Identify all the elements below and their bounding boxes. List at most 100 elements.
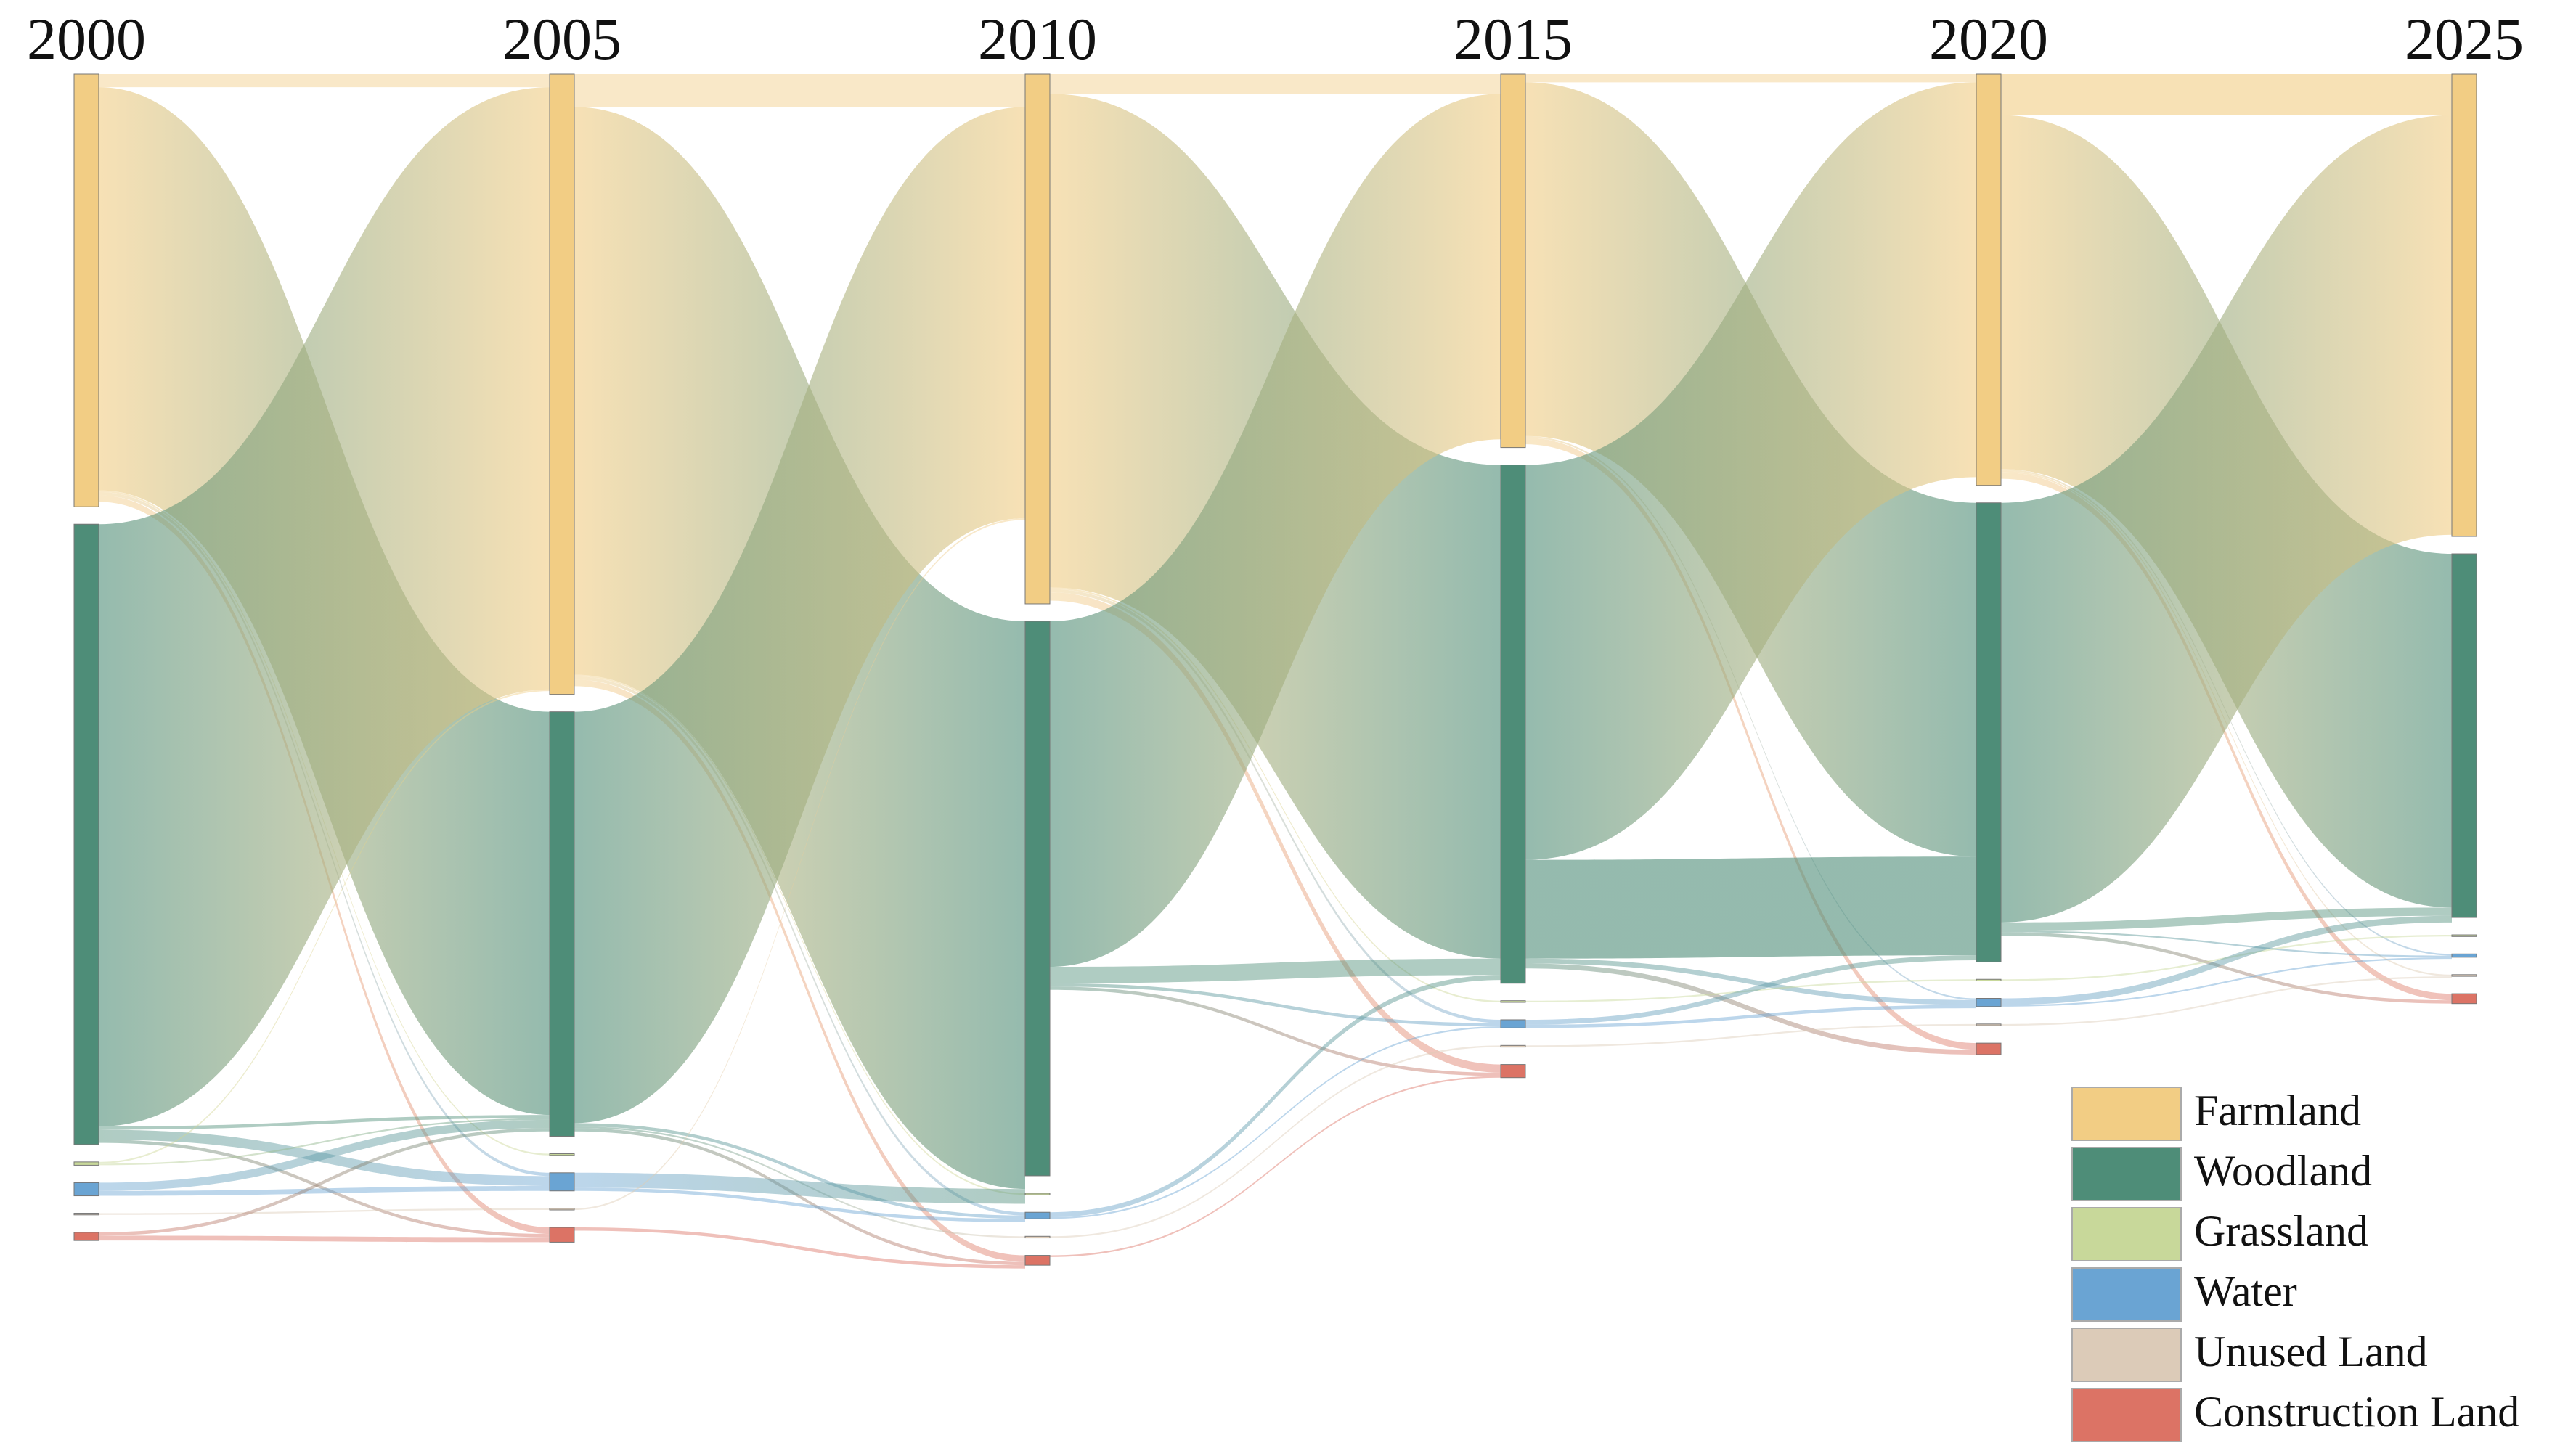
flow — [99, 1208, 550, 1215]
node — [73, 1161, 99, 1166]
flow — [1525, 1005, 1976, 1028]
legend-swatch — [2071, 1207, 2182, 1261]
flow — [1050, 1076, 1501, 1257]
node — [1024, 73, 1051, 605]
flow — [99, 1235, 550, 1243]
node — [1500, 73, 1526, 449]
node — [549, 1208, 575, 1211]
flow — [1525, 74, 1976, 83]
flow — [2001, 472, 2452, 1001]
flow — [574, 1123, 1025, 1219]
node — [1976, 998, 2002, 1007]
stage-label: 2000 — [27, 6, 146, 72]
node — [549, 1153, 575, 1156]
flow — [1050, 94, 1501, 968]
flow — [1050, 975, 1501, 1218]
node — [1500, 1044, 1526, 1048]
flow — [1525, 963, 1976, 1055]
node — [2451, 953, 2477, 958]
flow — [1050, 1045, 1501, 1238]
flow — [1525, 856, 1976, 959]
node — [1976, 1023, 2002, 1026]
node — [549, 1227, 575, 1243]
flow — [1050, 983, 1501, 1027]
node — [73, 1213, 99, 1216]
legend-label: Farmland — [2194, 1087, 2361, 1134]
flow — [1050, 589, 1501, 1023]
legend: Farmland Woodland Grassland Water Unused Lan… — [2071, 1087, 2519, 1442]
flow — [1050, 958, 1501, 983]
flow — [574, 1128, 1025, 1266]
node — [1024, 1211, 1051, 1219]
node — [1976, 978, 2002, 982]
legend-swatch — [2071, 1147, 2182, 1201]
node — [73, 73, 99, 507]
node — [1976, 73, 2002, 486]
node — [2451, 974, 2477, 977]
node — [73, 1182, 99, 1197]
flow — [574, 107, 1025, 1124]
flow — [574, 1227, 1025, 1269]
node — [549, 711, 575, 1137]
flow — [1525, 955, 1976, 1025]
flow — [99, 87, 550, 1126]
legend-swatch — [2071, 1087, 2182, 1141]
flow — [1525, 1023, 1976, 1047]
node — [2451, 934, 2477, 937]
flow — [574, 1172, 1025, 1204]
legend-swatch — [2071, 1388, 2182, 1442]
flow — [574, 679, 1025, 1262]
flow — [99, 1128, 550, 1236]
stage-label: 2025 — [2405, 6, 2524, 72]
node — [2451, 73, 2477, 537]
flow — [1050, 986, 1501, 1076]
flow — [574, 676, 1025, 1216]
flow — [2001, 907, 2452, 931]
flow — [574, 74, 1025, 107]
stage-label: 2005 — [502, 6, 621, 72]
flow — [99, 689, 550, 1164]
node — [1976, 1042, 2002, 1055]
node — [1500, 1064, 1526, 1079]
node — [1500, 465, 1526, 984]
flow — [574, 1187, 1025, 1222]
nodes — [73, 73, 2477, 1266]
flow — [2001, 932, 2452, 1004]
flow — [2001, 915, 2452, 1005]
flow — [99, 74, 550, 88]
node — [549, 1172, 575, 1192]
flow — [99, 1115, 550, 1130]
flow — [2001, 976, 2452, 1026]
flow — [1525, 435, 1976, 1000]
legend-label: Woodland — [2194, 1147, 2372, 1195]
node — [1500, 1019, 1526, 1028]
node — [73, 523, 99, 1145]
flow — [574, 518, 1025, 1211]
node — [1500, 1000, 1526, 1003]
flow — [2001, 931, 2452, 957]
flow — [1050, 592, 1501, 1073]
flow — [574, 674, 1025, 1195]
flow — [99, 1119, 550, 1191]
legend-label: Water — [2194, 1267, 2297, 1315]
legend-swatch — [2071, 1267, 2182, 1322]
node — [1976, 502, 2002, 962]
flow — [2001, 74, 2452, 115]
flow — [99, 1185, 550, 1196]
node — [2451, 993, 2477, 1005]
flow — [1050, 1026, 1501, 1219]
flow — [2001, 115, 2452, 923]
node — [1024, 1255, 1051, 1266]
legend-label: Unused Land — [2194, 1328, 2428, 1375]
node — [1024, 621, 1051, 1177]
flow — [1525, 82, 1976, 860]
node — [2451, 553, 2477, 918]
node — [549, 73, 575, 695]
legend-swatch — [2071, 1328, 2182, 1382]
links — [99, 74, 2452, 1269]
stage-label: 2020 — [1929, 6, 2048, 72]
flow — [1050, 74, 1501, 94]
flow — [99, 1118, 550, 1166]
stage-label: 2015 — [1454, 6, 1573, 72]
